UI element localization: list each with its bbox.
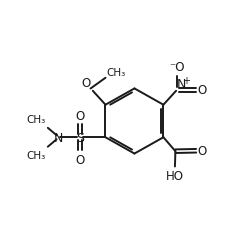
Text: O: O — [196, 145, 206, 158]
Text: N: N — [176, 78, 185, 90]
Text: O: O — [197, 84, 206, 97]
Text: O: O — [75, 110, 84, 122]
Text: N: N — [53, 131, 63, 144]
Text: CH₃: CH₃ — [26, 150, 45, 160]
Text: O: O — [75, 153, 84, 166]
Text: O: O — [81, 76, 90, 89]
Text: ⁻O: ⁻O — [169, 61, 184, 74]
Text: +: + — [181, 76, 189, 86]
Text: HO: HO — [165, 169, 183, 182]
Text: CH₃: CH₃ — [26, 115, 45, 125]
Text: S: S — [76, 131, 84, 144]
Text: CH₃: CH₃ — [106, 67, 125, 77]
